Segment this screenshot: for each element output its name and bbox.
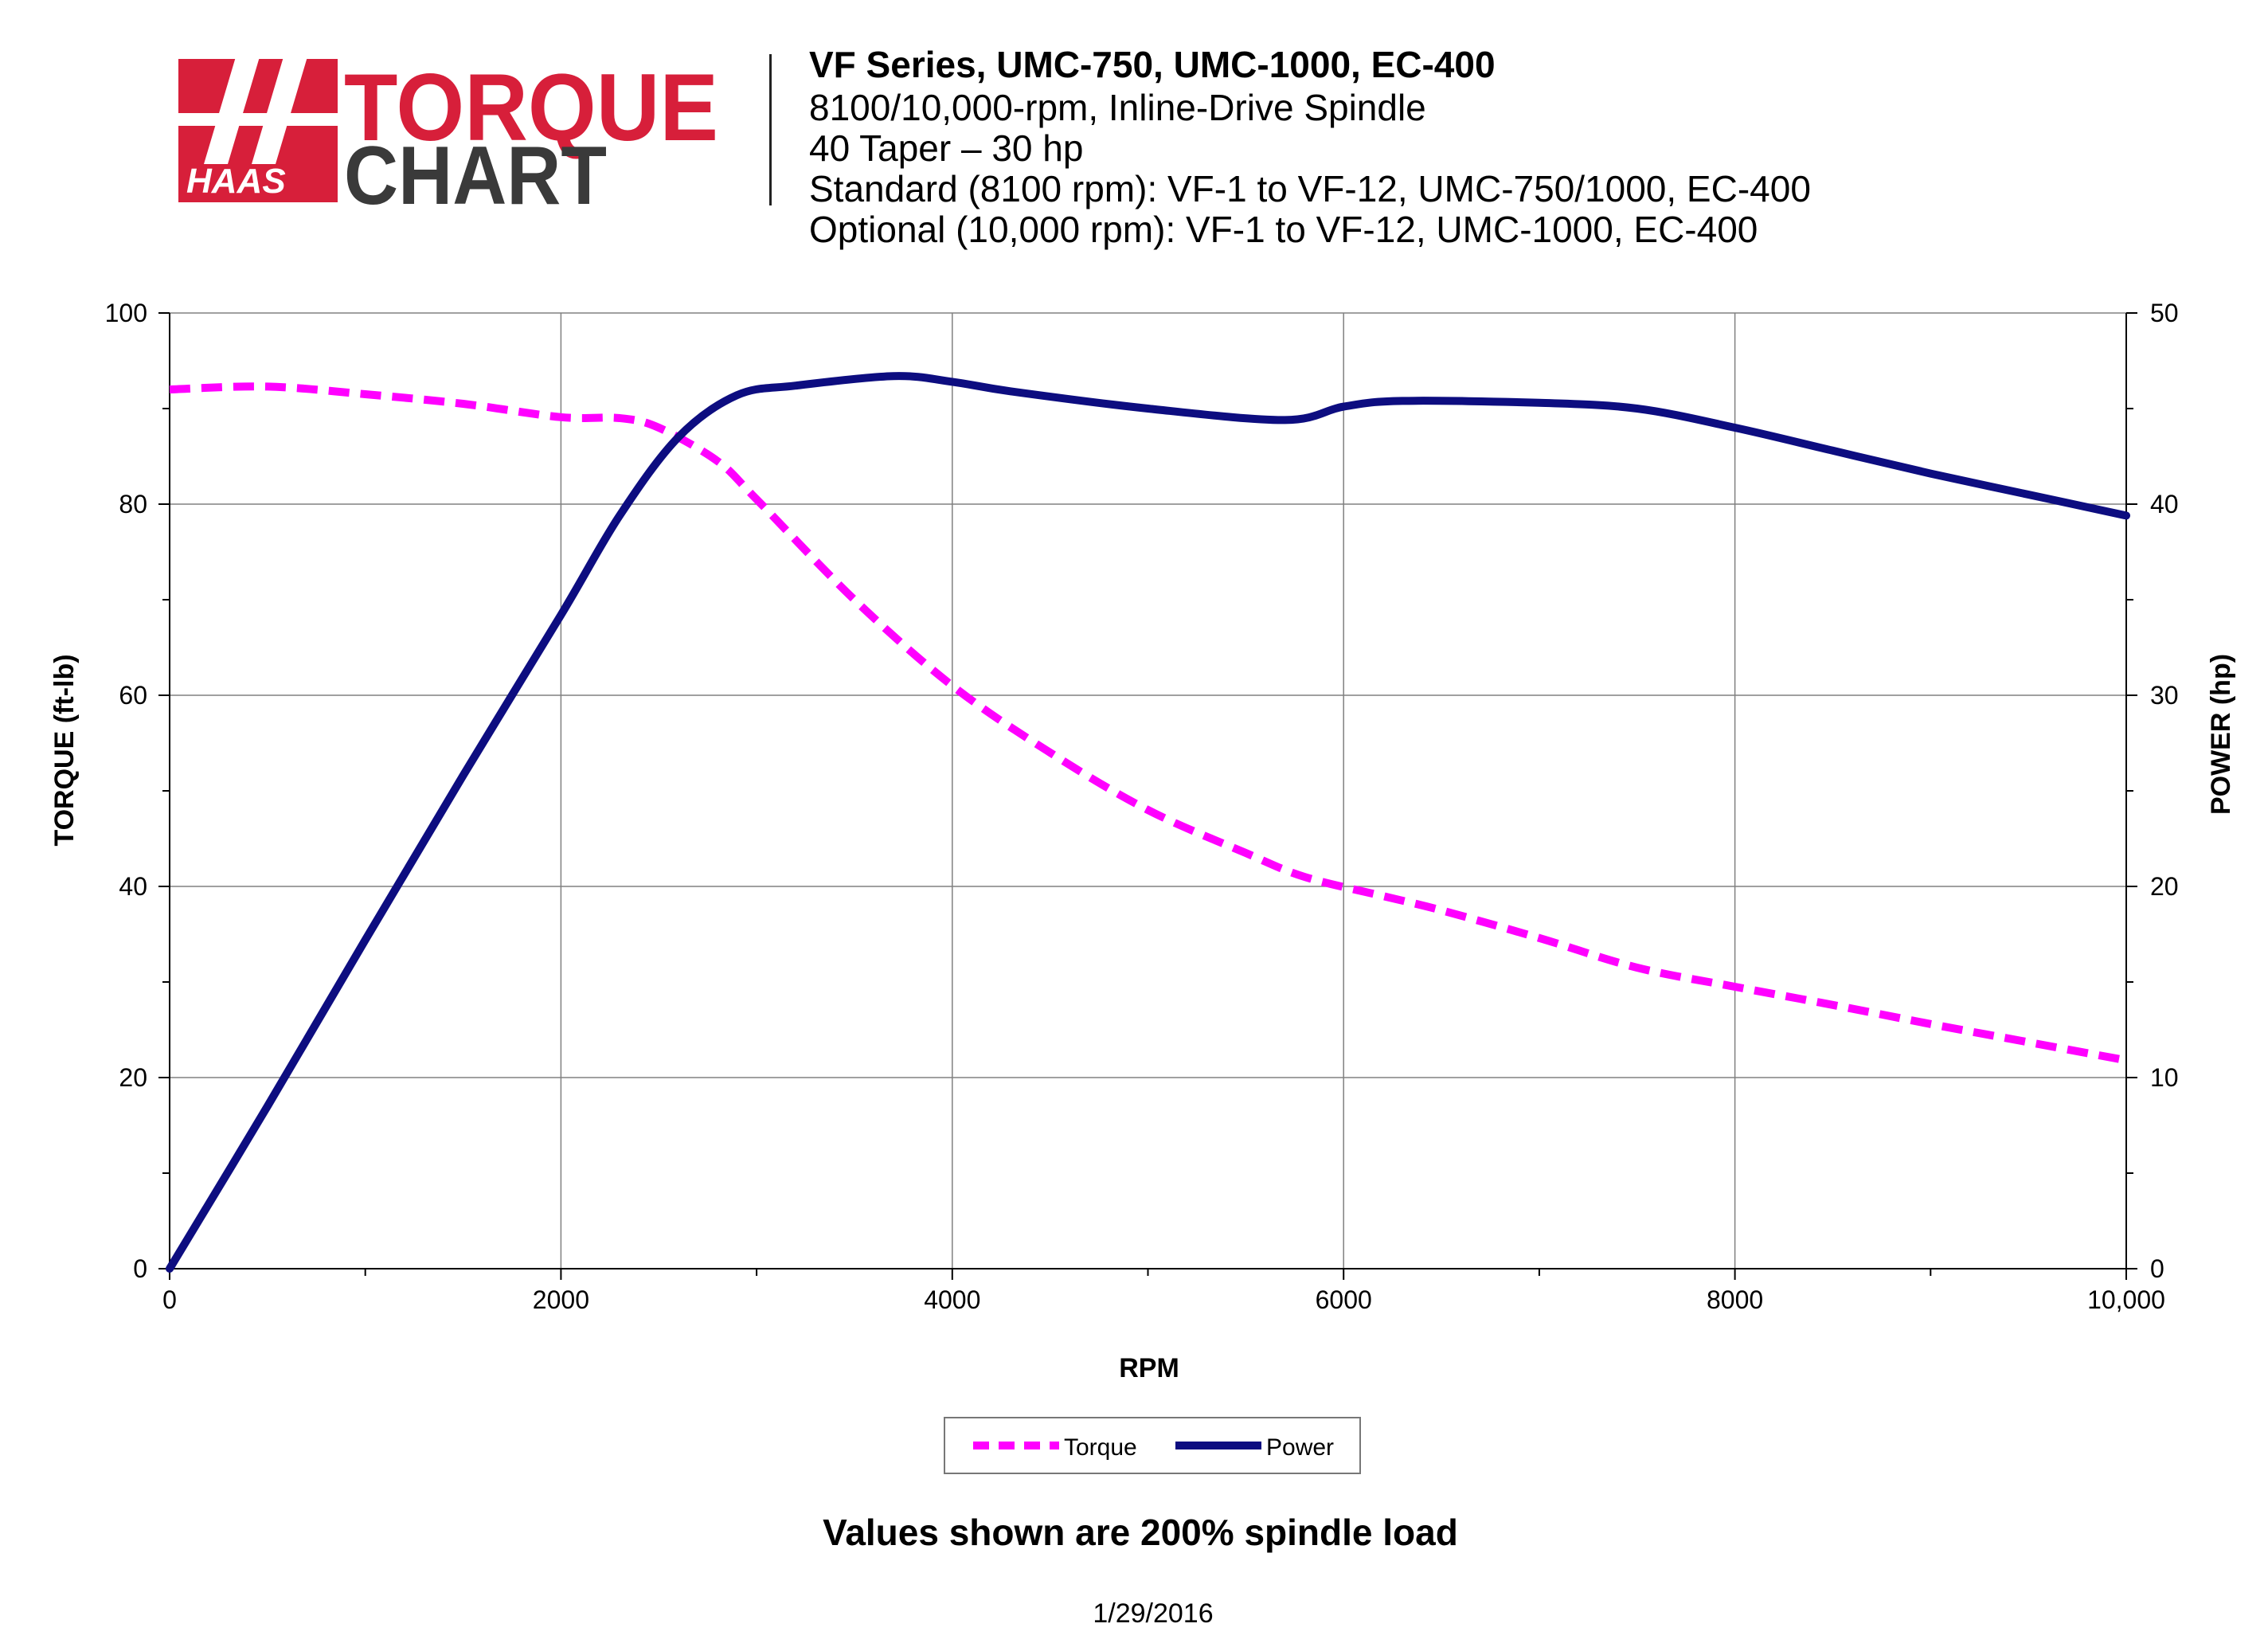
x-tick-label: 0 — [162, 1285, 177, 1314]
header-divider — [769, 54, 772, 205]
legend-label-torque: Torque — [1064, 1434, 1137, 1461]
logo-word-chart: CHART — [344, 130, 607, 222]
logo-slash-2 — [252, 46, 311, 164]
axes — [158, 312, 2137, 1280]
y2-tick-label: 40 — [2150, 490, 2179, 518]
x-tick-label: 6000 — [1316, 1285, 1372, 1314]
y2-tick-label: 30 — [2150, 681, 2179, 710]
series-lines — [166, 372, 2130, 1273]
legend: Torque Power — [944, 1417, 1361, 1474]
legend-label-power: Power — [1266, 1434, 1334, 1461]
y-tick-label: 60 — [119, 681, 147, 710]
footer-date: 1/29/2016 — [1093, 1598, 1213, 1629]
logo-brand: HAAS — [186, 162, 286, 201]
x-tick-label: 2000 — [533, 1285, 589, 1314]
y2-axis-label: POWER (hp) — [2206, 654, 2236, 815]
chart-title: VF Series, UMC-750, UMC-1000, EC-400 — [809, 44, 1496, 85]
x-tick-label: 10,000 — [2087, 1285, 2165, 1314]
y2-tick-label: 0 — [2150, 1254, 2164, 1283]
subtitle-line-3: Standard (8100 rpm): VF-1 to VF-12, UMC-… — [809, 168, 1811, 209]
logo-red-block — [178, 59, 338, 202]
series-line-torque — [169, 382, 2127, 1065]
y2-tick-label: 50 — [2150, 299, 2179, 327]
y-tick-label: 0 — [133, 1254, 147, 1283]
series-line-power — [166, 372, 2130, 1273]
x-axis-label: RPM — [1119, 1353, 1179, 1383]
subtitle-line-2: 40 Taper – 30 hp — [809, 127, 1084, 169]
x-tick-label: 8000 — [1707, 1285, 1763, 1314]
logo-word-torque: TORQUE — [344, 54, 718, 161]
y-tick-label: 80 — [119, 490, 147, 518]
y2-tick-label: 20 — [2150, 872, 2179, 901]
haas-logo: HAAS TORQUE CHART — [158, 46, 718, 222]
footer-note: Values shown are 200% spindle load — [823, 1512, 1458, 1553]
y-axis-label: TORQUE (ft-lb) — [49, 654, 80, 846]
y2-tick-label: 10 — [2150, 1063, 2179, 1092]
y-tick-label: 40 — [119, 872, 147, 901]
tick-labels: 0 2000 4000 6000 8000 10,00002040608010001020… — [105, 299, 2179, 1314]
y-tick-label: 20 — [119, 1063, 147, 1092]
subtitle-line-4: Optional (10,000 rpm): VF-1 to VF-12, UM… — [809, 209, 1758, 250]
x-tick-label: 4000 — [924, 1285, 980, 1314]
y-tick-label: 100 — [105, 299, 147, 327]
logo-slash-1 — [204, 46, 263, 164]
subtitle-line-1: 8100/10,000-rpm, Inline-Drive Spindle — [809, 87, 1426, 128]
grid-lines — [170, 312, 2126, 1269]
